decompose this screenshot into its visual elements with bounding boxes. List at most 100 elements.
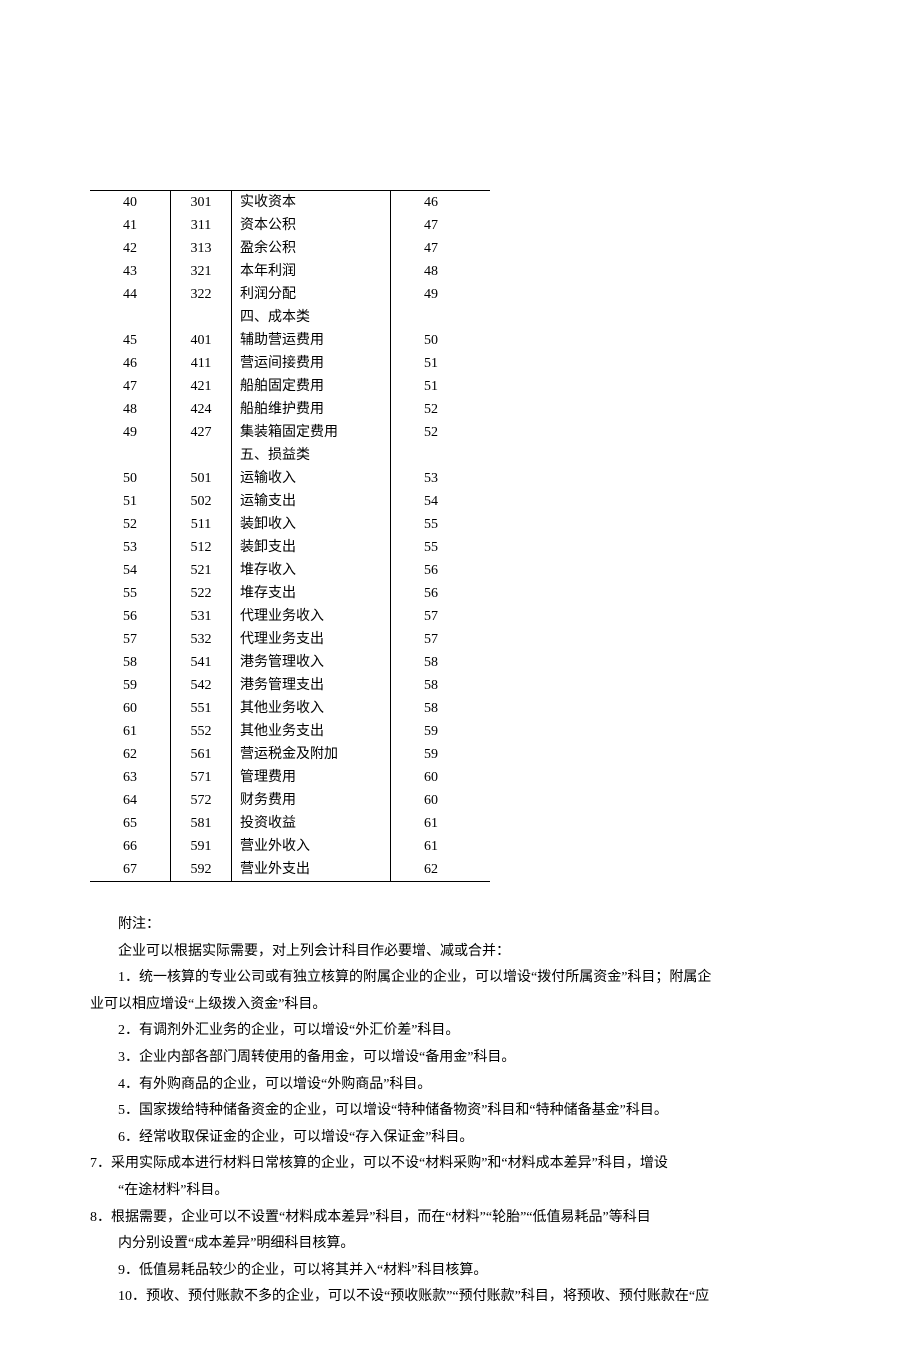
table-cell: 427 <box>171 421 232 444</box>
note-item: 5．国家拨给特种储备资金的企业，可以增设“特种储备物资”科目和“特种储备基金”科… <box>90 1098 830 1125</box>
table-cell: 542 <box>171 674 232 697</box>
table-cell: 48 <box>391 260 471 283</box>
table-cell: 辅助营运费用 <box>232 329 391 352</box>
table-cell: 51 <box>391 352 471 375</box>
table-cell: 321 <box>171 260 232 283</box>
table-cell: 53 <box>391 467 471 490</box>
table-cell <box>391 306 471 329</box>
table-cell: 58 <box>391 651 471 674</box>
table-cell: 62 <box>391 858 471 881</box>
table-cell: 311 <box>171 214 232 237</box>
table-cell: 55 <box>391 513 471 536</box>
table-cell: 502 <box>171 490 232 513</box>
table-row: 47421船舶固定费用51 <box>90 375 490 398</box>
table-cell: 财务费用 <box>232 789 391 812</box>
notes-header: 附注： <box>90 912 830 939</box>
table-cell: 54 <box>90 559 171 582</box>
table-row: 54521堆存收入56 <box>90 559 490 582</box>
table-cell: 堆存收入 <box>232 559 391 582</box>
note-item: 10．预收、预付账款不多的企业，可以不设“预收账款”“预付账款”科目，将预收、预… <box>90 1284 830 1311</box>
table-row: 64572财务费用60 <box>90 789 490 812</box>
table-row: 58541港务管理收入58 <box>90 651 490 674</box>
table-cell: 49 <box>90 421 171 444</box>
table-cell: 四、成本类 <box>232 306 391 329</box>
table-cell: 313 <box>171 237 232 260</box>
table-row: 43321本年利润48 <box>90 260 490 283</box>
table-cell: 船舶维护费用 <box>232 398 391 421</box>
table-cell: 55 <box>90 582 171 605</box>
table-row: 60551其他业务收入58 <box>90 697 490 720</box>
table-cell: 43 <box>90 260 171 283</box>
table-cell: 541 <box>171 651 232 674</box>
table-cell: 532 <box>171 628 232 651</box>
table-cell: 411 <box>171 352 232 375</box>
table-cell: 62 <box>90 743 171 766</box>
accounts-table: 40301实收资本4641311资本公积4742313盈余公积4743321本年… <box>90 190 490 882</box>
table-cell: 67 <box>90 858 171 881</box>
table-cell: 40 <box>90 191 171 214</box>
table-cell: 55 <box>391 536 471 559</box>
table-row: 41311资本公积47 <box>90 214 490 237</box>
table-row: 45401辅助营运费用50 <box>90 329 490 352</box>
table-row: 46411营运间接费用51 <box>90 352 490 375</box>
table-cell: 54 <box>391 490 471 513</box>
table-cell: 47 <box>391 237 471 260</box>
table-cell: 511 <box>171 513 232 536</box>
table-row: 49427集装箱固定费用52 <box>90 421 490 444</box>
table-cell: 运输收入 <box>232 467 391 490</box>
table-cell: 52 <box>90 513 171 536</box>
notes-section: 附注： 企业可以根据实际需要，对上列会计科目作必要增、减或合并： 1．统一核算的… <box>90 912 830 1311</box>
table-cell: 50 <box>391 329 471 352</box>
table-cell: 装卸收入 <box>232 513 391 536</box>
table-cell: 45 <box>90 329 171 352</box>
table-row: 52511装卸收入55 <box>90 513 490 536</box>
table-row: 四、成本类 <box>90 306 490 329</box>
table-row: 50501运输收入53 <box>90 467 490 490</box>
table-row: 51502运输支出54 <box>90 490 490 513</box>
table-cell: 58 <box>391 674 471 697</box>
note-item: 业可以相应增设“上级拨入资金”科目。 <box>90 992 830 1019</box>
note-item: 4．有外购商品的企业，可以增设“外购商品”科目。 <box>90 1072 830 1099</box>
table-cell: 其他业务支出 <box>232 720 391 743</box>
table-row: 66591营业外收入61 <box>90 835 490 858</box>
table-cell: 551 <box>171 697 232 720</box>
table-cell: 港务管理支出 <box>232 674 391 697</box>
table-cell: 46 <box>391 191 471 214</box>
table-cell: 堆存支出 <box>232 582 391 605</box>
table-cell: 52 <box>391 398 471 421</box>
table-cell: 五、损益类 <box>232 444 391 467</box>
table-cell: 572 <box>171 789 232 812</box>
note-item: 1．统一核算的专业公司或有独立核算的附属企业的企业，可以增设“拨付所属资金”科目… <box>90 965 830 992</box>
table-row: 63571管理费用60 <box>90 766 490 789</box>
table-cell: 501 <box>171 467 232 490</box>
table-cell: 561 <box>171 743 232 766</box>
table-cell: 65 <box>90 812 171 835</box>
table-cell: 58 <box>391 697 471 720</box>
table-cell: 58 <box>90 651 171 674</box>
table-cell: 591 <box>171 835 232 858</box>
table-cell: 322 <box>171 283 232 306</box>
table-cell: 571 <box>171 766 232 789</box>
table-row: 61552其他业务支出59 <box>90 720 490 743</box>
table-cell: 49 <box>391 283 471 306</box>
table-cell: 56 <box>391 582 471 605</box>
table-cell: 63 <box>90 766 171 789</box>
table-row: 59542港务管理支出58 <box>90 674 490 697</box>
table-cell: 47 <box>90 375 171 398</box>
table-cell: 代理业务收入 <box>232 605 391 628</box>
table-row: 62561营运税金及附加59 <box>90 743 490 766</box>
note-item: 2．有调剂外汇业务的企业，可以增设“外汇价差”科目。 <box>90 1018 830 1045</box>
table-cell: 营业外收入 <box>232 835 391 858</box>
table-cell: 41 <box>90 214 171 237</box>
table-cell: 60 <box>391 789 471 812</box>
table-row: 53512装卸支出55 <box>90 536 490 559</box>
table-cell: 61 <box>391 835 471 858</box>
table-cell: 401 <box>171 329 232 352</box>
table-row: 67592营业外支出62 <box>90 858 490 881</box>
table-cell: 代理业务支出 <box>232 628 391 651</box>
table-cell: 56 <box>90 605 171 628</box>
table-cell: 运输支出 <box>232 490 391 513</box>
table-cell: 531 <box>171 605 232 628</box>
table-cell: 57 <box>391 628 471 651</box>
table-cell <box>171 444 232 467</box>
